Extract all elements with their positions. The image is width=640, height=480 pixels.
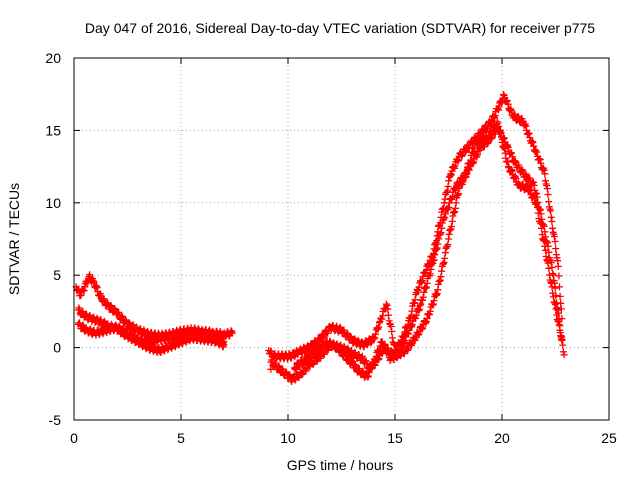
x-tick-label-25: 25 xyxy=(601,430,617,446)
x-tick-label-5: 5 xyxy=(177,430,185,446)
y-tick-label-15: 15 xyxy=(45,122,61,138)
y-axis-label: SDTVAR / TECUs xyxy=(6,183,22,295)
y-tick-label-20: 20 xyxy=(45,50,61,66)
plot-frame xyxy=(73,57,610,421)
y-tick-label-5: 5 xyxy=(53,267,61,283)
y-tick-label-10: 10 xyxy=(45,195,61,211)
y-tick-label--5: -5 xyxy=(49,412,62,428)
data-marks xyxy=(72,91,568,385)
x-axis-label: GPS time / hours xyxy=(287,457,394,473)
x-tick-label-20: 20 xyxy=(494,430,510,446)
x-tick-label-10: 10 xyxy=(280,430,296,446)
x-tick-label-15: 15 xyxy=(387,430,403,446)
chart-title: Day 047 of 2016, Sidereal Day-to-day VTE… xyxy=(85,20,595,36)
series-3-markers xyxy=(74,118,566,381)
grid xyxy=(74,58,609,420)
x-tick-label-0: 0 xyxy=(70,430,78,446)
axes: 0 5 10 15 20 25 -5 0 5 10 15 20 xyxy=(45,50,617,446)
y-tick-label-0: 0 xyxy=(53,340,61,356)
series-3 xyxy=(74,118,566,381)
